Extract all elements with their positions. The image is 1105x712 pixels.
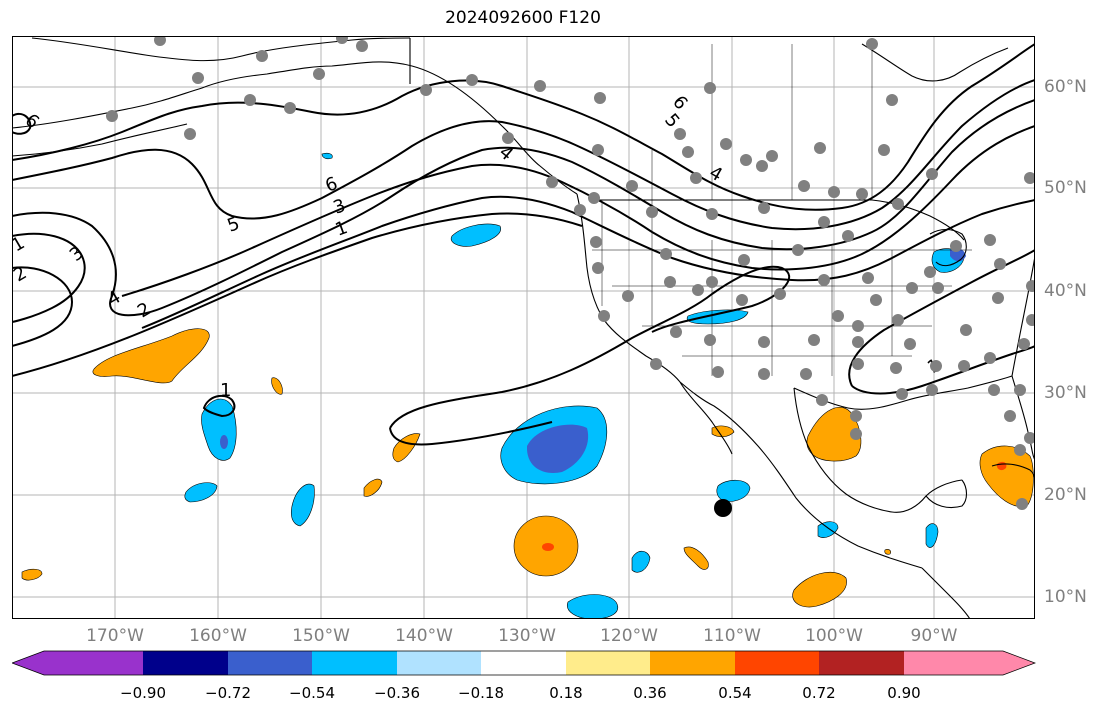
map-title: 2024092600 F120 <box>445 8 601 28</box>
lat-label-30n: 30°N <box>1044 383 1087 403</box>
station-dots <box>106 36 1035 510</box>
orange-patch-small-3 <box>363 478 383 497</box>
contour-5 <box>12 79 1035 231</box>
colorbar-segment-11 <box>904 651 1003 675</box>
colorbar-segment-6 <box>481 651 566 675</box>
blue-patch-east-pacific-core <box>526 424 589 473</box>
graticule <box>12 36 1035 619</box>
hudson-bay <box>861 43 1009 82</box>
colorbar-tick-5: −0.18 <box>458 684 504 702</box>
colorbar-extend-high <box>1003 651 1035 675</box>
colorbar-segment-1 <box>44 651 143 675</box>
contour-1-hawaii <box>202 394 236 418</box>
colorbar-segment-10 <box>819 651 904 675</box>
contour-1-lower <box>389 421 553 446</box>
blue-patch-central-america <box>925 523 939 548</box>
orange-patch-baja <box>711 425 735 438</box>
east-coast <box>1011 255 1035 377</box>
colorbar-segment-9 <box>735 651 819 675</box>
lon-label-100w: 100°W <box>805 626 863 646</box>
blue-patch-hawaii-north-core <box>220 435 228 449</box>
lon-label-160w: 160°W <box>189 626 247 646</box>
blue-patch-south-edge <box>567 594 618 619</box>
lat-label-60n: 60°N <box>1044 77 1087 97</box>
orange-patch-small-5 <box>884 549 891 555</box>
colorbar-outline <box>12 650 1036 676</box>
blue-patch-south-pacific-2 <box>631 550 651 573</box>
colorbar-tick-7: 0.36 <box>633 684 667 702</box>
orange-patch-central-america <box>792 571 847 608</box>
colorbar-tick-4: −0.36 <box>374 684 420 702</box>
contour-1-main <box>12 212 583 377</box>
contour-2b <box>141 195 1035 329</box>
colorbar-tick-10: 0.90 <box>887 684 921 702</box>
red-spot-south-pacific <box>542 543 554 551</box>
lon-label-140w: 140°W <box>395 626 453 646</box>
colorbar-segment-2 <box>143 651 228 675</box>
orange-patch-mexico-coast <box>683 546 709 570</box>
alaska-north <box>31 37 411 62</box>
lon-label-90w: 90°W <box>910 626 958 646</box>
lat-label-20n: 20°N <box>1044 485 1087 505</box>
blue-patch-baja-south <box>716 479 751 502</box>
orange-patch-small-4 <box>21 568 43 581</box>
colorbar-segment-8 <box>650 651 735 675</box>
colorbar-tick-1: −0.90 <box>120 684 166 702</box>
contour-label-1-hawaii: 1 <box>220 380 231 401</box>
orange-patch-central-pacific <box>92 328 210 384</box>
alaska-coast <box>12 61 578 195</box>
blue-patch-southwest-us <box>686 309 749 325</box>
contour-3b <box>121 125 1035 297</box>
orange-patch-small-2 <box>392 433 421 463</box>
contour-4 <box>12 99 1035 317</box>
map-panel[interactable]: 6 5 3 1 3 4 2 6 2 1 5 6 4 4 1 1 <box>12 36 1035 619</box>
lat-label-10n: 10°N <box>1044 587 1087 607</box>
shaded-anomalies <box>21 152 1034 619</box>
colorbar-tick-9: 0.72 <box>802 684 836 702</box>
yucatan <box>925 479 968 509</box>
colorbar-segment-4 <box>312 651 397 675</box>
lon-label-170w: 170°W <box>86 626 144 646</box>
colorbar-segment-3 <box>228 651 312 675</box>
blue-patch-small-gulf-alaska <box>321 152 333 160</box>
colorbar-segment-7 <box>566 651 650 675</box>
mexico-west-coast <box>679 381 923 569</box>
contour-3 <box>12 232 86 323</box>
mexico-east-coast <box>793 387 963 513</box>
blue-patch-hawaii-west <box>184 482 218 503</box>
contour-1-nw <box>12 112 32 135</box>
lon-label-110w: 110°W <box>703 626 761 646</box>
colorbar-tick-2: −0.72 <box>205 684 251 702</box>
gulf-coast <box>793 375 1013 410</box>
blue-patch-mexico-south <box>817 521 839 538</box>
baja-peninsula <box>679 381 733 455</box>
blue-patch-north-pacific <box>450 223 501 247</box>
colorbar-tick-6: 0.18 <box>549 684 583 702</box>
colorbar-extend-low <box>12 651 44 675</box>
contour-2 <box>12 266 74 347</box>
contour-1-east <box>848 249 1035 387</box>
colorbar-segment-5 <box>397 651 481 675</box>
central-america <box>921 567 971 619</box>
orange-patch-gulf-mexico <box>806 406 862 462</box>
colorbar-tick-8: 0.54 <box>718 684 752 702</box>
lon-label-120w: 120°W <box>600 626 658 646</box>
colorbar <box>12 650 1036 676</box>
map-frame <box>12 36 1035 619</box>
contour-1-subtropical <box>389 265 790 429</box>
red-spot-florida <box>996 461 1007 471</box>
lon-label-150w: 150°W <box>292 626 350 646</box>
blue-patch-hawaii-south <box>290 483 315 527</box>
aleutians <box>12 123 188 157</box>
colorbar-tick-3: −0.54 <box>289 684 335 702</box>
location-marker <box>714 499 732 517</box>
lat-label-40n: 40°N <box>1044 281 1087 301</box>
lat-label-50n: 50°N <box>1044 178 1087 198</box>
orange-patch-small-1 <box>271 377 283 395</box>
contour-6 <box>12 43 1035 211</box>
lon-label-130w: 130°W <box>498 626 556 646</box>
colorbar-segments <box>12 651 1035 675</box>
